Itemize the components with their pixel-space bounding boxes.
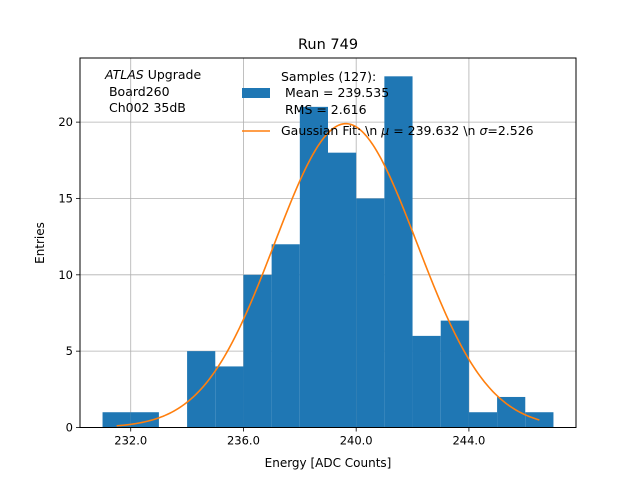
annotation-line-1: ATLAS Upgrade [104,67,201,82]
atlas-annotation: ATLAS Upgrade Board260 Ch002 35dB [104,67,201,115]
plot-frame [79,57,577,428]
x-axis-label: Energy [ADC Counts] [265,456,392,470]
gaussian-fit-curve [116,122,540,427]
legend: Samples (127): Mean = 239.535 RMS = 2.61… [242,69,534,138]
x-axis-ticks: 232.0 236.0 240.0 244.0 [114,427,485,448]
histogram-bars [102,76,554,428]
y-tick-label: 20 [58,115,73,129]
histogram-bar [468,412,498,428]
histogram-bar [328,152,357,428]
annotation-line-2: Board260 [105,84,170,99]
y-tick-label: 0 [66,421,73,435]
histogram-bar [271,244,300,428]
histogram-bar [243,274,272,428]
histogram-bar [102,412,131,428]
histogram-bar [215,366,244,428]
histogram-bar [384,76,413,428]
legend-histogram-line-3: RMS = 2.616 [281,102,367,117]
y-tick-label: 15 [58,191,73,205]
x-tick-label: 240.0 [340,434,373,448]
annotation-upgrade: Upgrade [144,67,202,82]
legend-histogram-line-1: Samples (127): [281,69,376,84]
gaussian-fit-layer [116,122,540,427]
y-tick-label: 10 [58,268,73,282]
y-axis-label: Entries [33,222,47,264]
histogram-bar [412,335,441,428]
annotation-atlas: ATLAS [104,67,144,82]
x-tick-label: 236.0 [227,434,260,448]
legend-histogram-swatch [242,88,270,98]
annotation-line-3: Ch002 35dB [105,100,186,115]
histogram-bar [356,198,385,428]
x-tick-label: 244.0 [452,434,485,448]
legend-fit-label: Gaussian Fit: \n μ = 239.632 \n σ=2.526 [281,123,534,138]
histogram-bar [299,106,328,428]
histogram-bar [440,320,469,428]
x-tick-label: 232.0 [114,434,147,448]
chart-title: Run 749 [298,37,358,53]
y-axis-ticks: 0 5 10 15 20 [58,115,80,435]
legend-histogram-line-2: Mean = 239.535 [281,85,389,100]
y-tick-label: 5 [66,344,73,358]
